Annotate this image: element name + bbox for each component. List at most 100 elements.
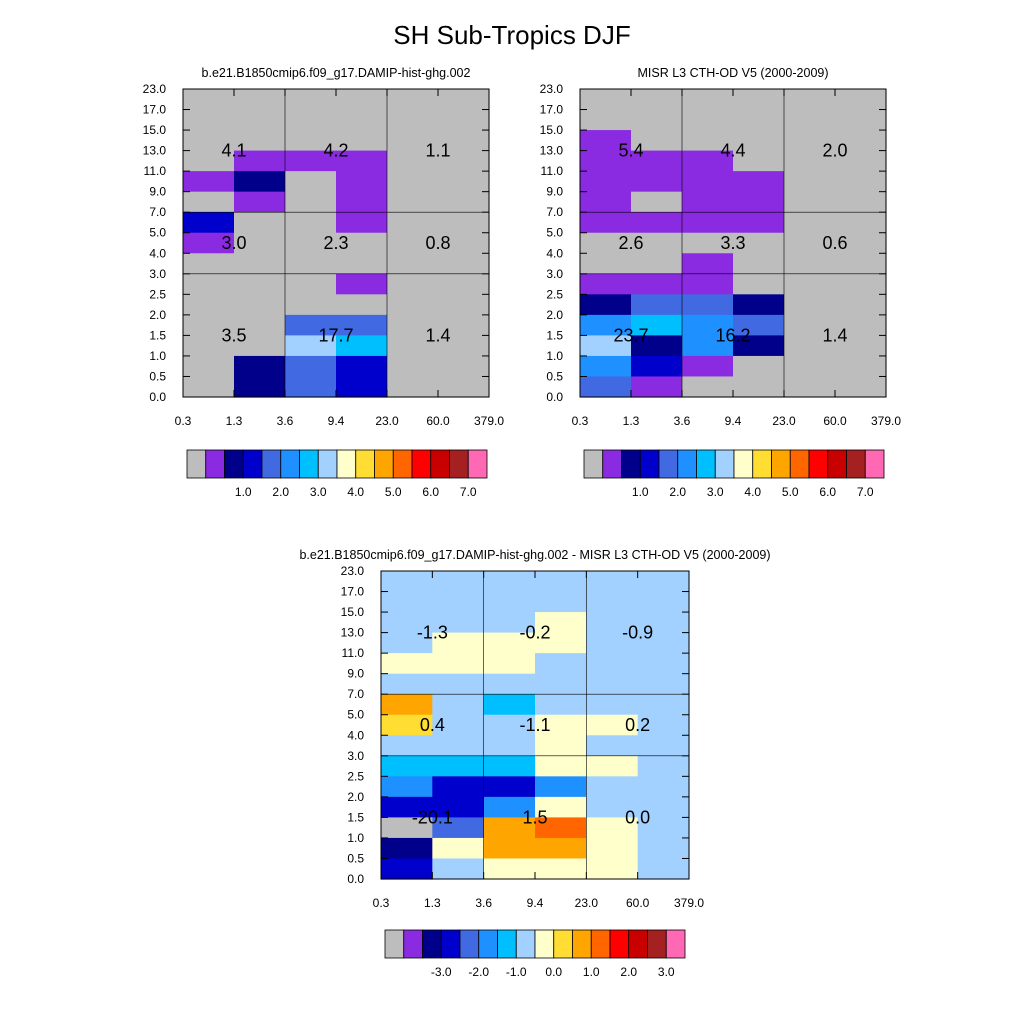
colorbar-swatch — [789, 449, 810, 479]
heatmap-cell — [535, 591, 587, 613]
heatmap-cell — [631, 355, 683, 378]
colorbar-label: 1.0 — [583, 965, 600, 979]
heatmap-cell — [586, 612, 639, 634]
colorbar-swatch — [261, 449, 282, 479]
heatmap-cell — [234, 294, 286, 316]
heatmap-cell — [637, 858, 690, 880]
heatmap-cell — [682, 294, 734, 316]
figure-title: SH Sub-Tropics DJF — [393, 20, 630, 50]
heatmap-cell — [631, 376, 683, 398]
heatmap-cell — [784, 212, 836, 234]
heatmap-cell — [234, 191, 286, 213]
y-tick-label: 7.0 — [546, 205, 563, 219]
heatmap-cell — [483, 591, 536, 613]
heatmap-cell — [387, 294, 439, 316]
heatmap-cell — [285, 109, 337, 131]
box-value-label: -1.3 — [417, 623, 448, 643]
heatmap-cell — [336, 109, 388, 131]
heatmap-cell — [432, 735, 485, 757]
heatmap-cell — [438, 232, 490, 254]
heatmap-cell — [835, 171, 887, 193]
heatmap-cell — [183, 171, 235, 193]
colorbar-label: 1.0 — [235, 485, 252, 499]
colorbar-label: 0.0 — [545, 965, 562, 979]
heatmap-cell — [835, 191, 887, 213]
heatmap-cell — [336, 232, 388, 254]
heatmap-cell — [432, 612, 485, 634]
heatmap-cell — [682, 212, 734, 234]
heatmap-cell — [580, 355, 632, 378]
x-tick-label: 1.3 — [226, 414, 243, 428]
y-tick-label: 3.0 — [347, 749, 364, 763]
heatmap-cell — [733, 253, 785, 275]
y-tick-label: 7.0 — [347, 687, 364, 701]
heatmap-cell — [381, 796, 433, 818]
colorbar-label: 2.0 — [272, 485, 289, 499]
box-value-label: 4.1 — [221, 141, 246, 161]
heatmap-cell — [438, 150, 490, 172]
colorbar-swatch — [590, 929, 611, 959]
heatmap-cell — [580, 191, 632, 213]
heatmap-cell — [234, 314, 286, 336]
heatmap-cell — [285, 130, 337, 152]
heatmap-cell — [183, 191, 235, 213]
heatmap-cell — [682, 273, 734, 295]
heatmap-cell — [586, 735, 639, 757]
colorbar-swatch — [403, 929, 423, 959]
y-tick-label: 15.0 — [540, 123, 564, 137]
heatmap-cell — [183, 253, 235, 275]
heatmap-cell — [381, 694, 433, 716]
heatmap-cell — [438, 253, 490, 275]
y-tick-label: 1.5 — [347, 810, 364, 824]
y-tick-label: 2.0 — [149, 308, 166, 322]
heatmap-cell — [234, 130, 286, 152]
y-tick-label: 1.0 — [149, 349, 166, 363]
heatmap-cell — [234, 150, 286, 172]
x-tick-label: 9.4 — [328, 414, 345, 428]
heatmap-cell — [285, 212, 337, 234]
heatmap-cell — [336, 335, 388, 357]
heatmap-cell — [432, 776, 485, 798]
heatmap-cell — [733, 212, 785, 234]
heatmap-cell — [381, 714, 433, 736]
box-value-label: 4.4 — [720, 141, 745, 161]
y-tick-label: 11.0 — [144, 164, 167, 178]
heatmap-cell — [336, 171, 388, 193]
heatmap-cell — [631, 314, 683, 336]
colorbar-swatch — [384, 929, 405, 959]
heatmap-cell — [438, 130, 490, 152]
heatmap-cell — [387, 273, 439, 295]
colorbar-label: -2.0 — [468, 965, 489, 979]
y-tick-label: 9.0 — [546, 185, 563, 199]
heatmap-cell — [285, 171, 337, 193]
heatmap-cell — [183, 294, 235, 316]
heatmap-cell — [586, 632, 639, 654]
colorbar-swatch — [846, 449, 866, 479]
y-tick-label: 0.0 — [149, 390, 166, 404]
colorbar-swatch — [733, 449, 754, 479]
x-tick-label: 60.0 — [823, 414, 847, 428]
heatmap-cell — [637, 653, 690, 675]
heatmap-cell — [733, 109, 785, 131]
box-value-label: 0.4 — [420, 715, 445, 735]
heatmap-cell — [586, 755, 639, 777]
y-tick-label: 3.0 — [149, 267, 166, 281]
heatmap-cell — [387, 335, 439, 357]
heatmap-cell — [580, 130, 632, 152]
box-value-label: 17.7 — [318, 325, 353, 345]
heatmap-cell — [381, 858, 433, 880]
heatmap-cell — [483, 755, 536, 777]
y-tick-label: 15.0 — [143, 123, 167, 137]
heatmap-cell — [637, 776, 690, 798]
heatmap-cell — [483, 653, 536, 675]
heatmap-cell — [381, 632, 433, 654]
colorbar-swatch — [658, 449, 679, 479]
heatmap-cell — [631, 212, 683, 234]
y-tick-label: 7.0 — [149, 205, 166, 219]
heatmap-cell — [586, 837, 639, 860]
colorbar-swatch — [647, 929, 667, 959]
colorbar-label: 6.0 — [422, 485, 439, 499]
heatmap-cell — [483, 858, 536, 880]
colorbar-swatch — [392, 449, 413, 479]
